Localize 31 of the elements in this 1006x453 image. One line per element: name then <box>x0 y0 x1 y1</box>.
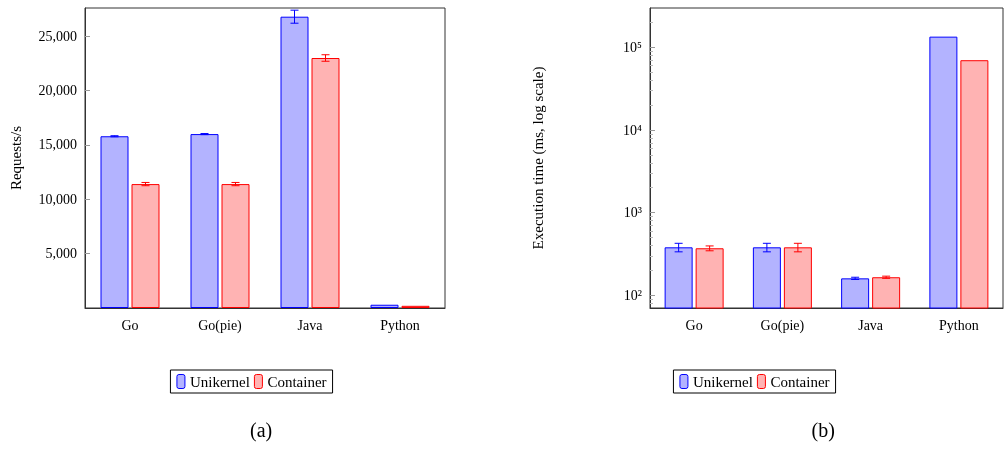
legend-label: Container <box>770 373 830 390</box>
y-tick-label: 15,000 <box>38 137 77 153</box>
y-tick-label: 20,000 <box>38 83 77 99</box>
bar <box>221 184 250 308</box>
legend-label: Unikernel <box>692 373 753 390</box>
text: (a) <box>250 419 273 442</box>
x-tick-label: Go <box>121 317 139 333</box>
x-tick-label: Java <box>858 317 884 333</box>
bar <box>190 134 219 308</box>
x-tick-label: Java <box>297 317 324 333</box>
x-tick-label: Python <box>939 317 979 333</box>
y-tick-label: 10⁵ <box>623 39 643 55</box>
legend-label: Container <box>267 373 327 390</box>
text: (b) <box>811 419 835 442</box>
y-tick-label: 5,000 <box>45 246 77 262</box>
y-tick-label: 25,000 <box>38 28 77 44</box>
bar <box>100 136 129 308</box>
bar <box>311 58 340 308</box>
legend-label: Unikernel <box>189 373 250 390</box>
y-axis-title: Execution time (ms, log scale) <box>529 66 547 250</box>
x-tick-label: Go(pie) <box>198 317 243 334</box>
y-axis-title: Requests/s <box>7 125 24 191</box>
x-tick-label: Go(pie) <box>760 317 805 334</box>
x-tick-label: Go <box>685 317 703 333</box>
y-tick-label: 10² <box>623 287 642 303</box>
bar <box>370 304 399 308</box>
y-tick-label: 10³ <box>623 205 642 221</box>
y-tick-label: 10⁴ <box>623 122 643 138</box>
bar <box>131 184 160 308</box>
x-tick-label: Python <box>380 317 420 333</box>
y-tick-label: 10,000 <box>38 191 77 207</box>
